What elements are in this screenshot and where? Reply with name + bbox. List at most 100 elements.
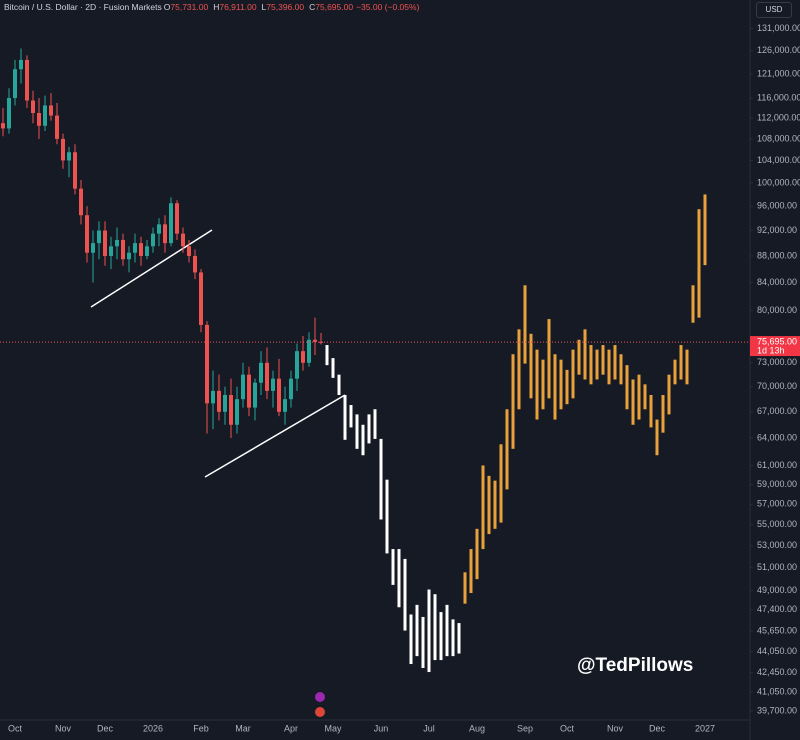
range-bar (673, 359, 677, 385)
legend-value: 75,731.00 (170, 2, 209, 12)
y-tick-label: 126,000.00 (757, 45, 800, 55)
range-bar (565, 369, 569, 405)
range-bar (427, 589, 431, 673)
candle-body (91, 243, 95, 253)
x-tick-label: May (324, 723, 342, 733)
currency-button[interactable]: USD (756, 2, 792, 18)
x-tick-label: Oct (8, 723, 23, 733)
candle-body (97, 230, 101, 244)
y-tick-label: 84,000.00 (757, 277, 797, 287)
range-bar (601, 345, 605, 375)
x-tick-label: Mar (235, 723, 251, 733)
legend-value: 75,695.00 (315, 2, 354, 12)
y-tick-label: 42,450.00 (757, 667, 797, 677)
range-bar (451, 619, 455, 657)
range-bar (487, 475, 491, 535)
event-icon[interactable] (315, 707, 325, 717)
candle-body (199, 272, 203, 325)
range-bar (397, 549, 401, 608)
range-bar (535, 349, 539, 420)
x-tick-label: Dec (649, 723, 666, 733)
candle-body (205, 324, 209, 404)
candle-body (103, 230, 107, 256)
countdown-label: 1d 13h (757, 345, 785, 355)
range-bar (361, 424, 365, 456)
y-tick-label: 104,000.00 (757, 155, 800, 165)
range-bar (373, 409, 377, 439)
y-tick-label: 131,000.00 (757, 23, 800, 33)
range-bar (349, 405, 353, 428)
range-bar (637, 374, 641, 420)
candle-body (187, 246, 191, 256)
range-bar (379, 438, 383, 520)
y-tick-label: 59,000.00 (757, 479, 797, 489)
range-bar (409, 614, 413, 665)
range-bar (433, 594, 437, 661)
range-bar (625, 365, 629, 410)
range-bar (691, 285, 695, 323)
range-bar (559, 359, 563, 410)
candle-body (127, 252, 131, 260)
event-icon[interactable] (315, 692, 325, 702)
candle-body (73, 152, 77, 189)
y-tick-label: 57,000.00 (757, 499, 797, 509)
range-bar (523, 285, 527, 364)
y-tick-label: 44,050.00 (757, 646, 797, 656)
x-tick-label: Jun (374, 723, 389, 733)
range-bar (619, 354, 623, 385)
candle-body (121, 239, 125, 260)
y-tick-label: 73,000.00 (757, 357, 797, 367)
candle-body (139, 243, 143, 256)
candle-body (223, 395, 227, 412)
range-bar (481, 465, 485, 550)
range-bar (331, 358, 335, 378)
y-tick-label: 92,000.00 (757, 225, 797, 235)
candle-body (169, 203, 173, 244)
x-tick-label: Jul (423, 723, 435, 733)
candle-body (313, 339, 317, 342)
candle-body (37, 113, 41, 126)
candle-body (301, 351, 305, 363)
range-bar (679, 345, 683, 380)
range-bar (355, 414, 359, 449)
legend-value: 76,911.00 (219, 2, 257, 12)
range-bar (325, 345, 329, 366)
range-bar (517, 329, 521, 410)
range-bar (493, 480, 497, 529)
candle-body (289, 378, 293, 400)
legend-header: Bitcoin / U.S. Dollar · 2D · Fusion Mark… (4, 2, 422, 12)
candle-body (49, 105, 53, 116)
x-tick-label: Dec (97, 723, 114, 733)
range-bar (649, 395, 653, 428)
x-tick-label: Sep (517, 723, 533, 733)
candle-body (7, 98, 11, 129)
range-bar (661, 395, 665, 433)
candle-body (247, 374, 251, 408)
price-label: 75,695.00 (757, 336, 797, 346)
legend-key: C (309, 2, 316, 12)
range-bar (499, 444, 503, 523)
candle-body (181, 233, 185, 247)
x-tick-label: Oct (560, 723, 575, 733)
candle-body (241, 374, 245, 400)
trendline[interactable] (204, 394, 346, 478)
range-bar (457, 623, 461, 654)
candle-body (175, 203, 179, 234)
trendline[interactable] (90, 229, 213, 308)
legend-key: H (213, 2, 220, 12)
y-tick-label: 80,000.00 (757, 305, 797, 315)
candle-body (235, 399, 239, 425)
candle-body (217, 390, 221, 412)
range-bar (367, 414, 371, 444)
symbol-title: Bitcoin / U.S. Dollar · 2D · Fusion Mark… (4, 2, 162, 12)
range-bar (697, 209, 701, 318)
legend-key: L (261, 2, 267, 12)
candle-body (295, 351, 299, 379)
range-bar (631, 379, 635, 425)
candle-body (307, 339, 311, 363)
candle-body (211, 390, 215, 404)
range-bar (505, 409, 509, 490)
candle-body (265, 362, 269, 391)
